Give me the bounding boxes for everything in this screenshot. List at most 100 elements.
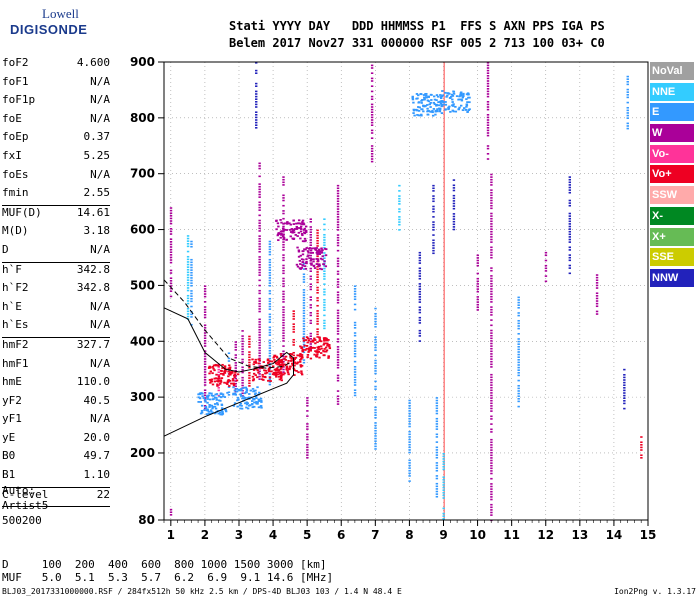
echo-point [299, 364, 302, 366]
legend-item: NNW [650, 268, 694, 287]
echo-point [302, 343, 306, 346]
echo-point [219, 382, 222, 385]
echo-point [490, 415, 493, 418]
echo-point [490, 220, 493, 223]
echo-point [203, 308, 207, 311]
echo-point [203, 371, 207, 373]
echo-point [595, 292, 599, 295]
legend-item: NoVal [650, 62, 694, 80]
echo-point [476, 259, 479, 262]
echo-point [212, 364, 216, 367]
echo-point [544, 280, 548, 283]
echo-point [418, 290, 422, 293]
echo-point [275, 373, 278, 376]
echo-point [264, 372, 267, 375]
echo-point [307, 251, 310, 254]
echo-point [259, 397, 263, 400]
echo-point [319, 345, 323, 348]
echo-point [418, 288, 422, 290]
echo-point [268, 376, 272, 379]
echo-point [486, 80, 490, 82]
echo-point [336, 301, 340, 304]
echo-point [336, 184, 340, 187]
echo-column [640, 436, 643, 459]
echo-point [309, 288, 312, 291]
echo-point [268, 362, 272, 365]
echo-point [476, 272, 479, 275]
echo-point [432, 226, 435, 229]
echo-point [323, 338, 326, 341]
echo-cluster [275, 219, 308, 243]
echo-column [432, 184, 435, 255]
echo-point [490, 470, 493, 472]
echo-point [223, 367, 227, 369]
echo-point [435, 420, 439, 423]
echo-point [301, 356, 304, 359]
y-tick-label: 200 [130, 446, 155, 460]
echo-point [374, 367, 377, 370]
echo-point [465, 98, 468, 101]
echo-point [568, 204, 572, 207]
logo-line2: DIGISONDE [10, 22, 88, 37]
echo-point [490, 246, 493, 249]
echo-point [317, 351, 321, 353]
echo-point [490, 269, 493, 272]
echo-point [199, 412, 203, 415]
echo-point [254, 392, 257, 395]
echo-point [490, 254, 493, 256]
echo-point [336, 312, 340, 314]
echo-point [336, 203, 340, 205]
echo-point [309, 335, 312, 337]
echo-point [297, 250, 301, 253]
echo-point [289, 235, 292, 238]
echo-point [280, 372, 283, 375]
echo-point [490, 241, 493, 243]
echo-point [213, 369, 216, 372]
echo-point [245, 391, 248, 394]
echo-point [568, 264, 572, 267]
echo-point [490, 457, 493, 459]
y-tick-label: 700 [130, 167, 155, 181]
echo-point [568, 223, 572, 225]
echo-point [276, 361, 280, 364]
echo-point [490, 407, 493, 410]
echo-point [418, 332, 422, 335]
echo-point [186, 266, 190, 268]
echo-point [517, 387, 520, 390]
echo-point [216, 383, 219, 386]
echo-point [415, 109, 419, 112]
echo-point [253, 401, 256, 404]
echo-point [316, 229, 319, 232]
echo-point [452, 202, 456, 205]
echo-point [452, 194, 456, 197]
echo-point [258, 227, 261, 230]
echo-point [279, 368, 282, 371]
echo-point [490, 212, 493, 215]
echo-point [231, 378, 235, 380]
echo-point [268, 274, 272, 277]
echo-point [454, 105, 457, 108]
echo-point [258, 235, 261, 237]
echo-point [252, 369, 256, 371]
echo-point [417, 94, 420, 97]
echo-point [307, 347, 311, 350]
echo-point [210, 392, 213, 395]
echo-point [244, 402, 247, 405]
echo-point [408, 438, 411, 441]
echo-point [316, 341, 319, 343]
echo-point [216, 380, 219, 382]
echo-point [303, 265, 307, 268]
echo-point [279, 371, 282, 374]
echo-point [241, 361, 244, 363]
echo-point [315, 350, 318, 353]
echo-point [398, 229, 401, 231]
echo-point [640, 449, 643, 451]
echo-point [309, 218, 312, 220]
echo-point [305, 231, 308, 234]
echo-point [190, 243, 193, 245]
echo-point [234, 375, 237, 377]
echo-point [241, 379, 244, 382]
echo-point [190, 316, 193, 318]
echo-point [336, 257, 340, 260]
echo-point [241, 343, 244, 345]
